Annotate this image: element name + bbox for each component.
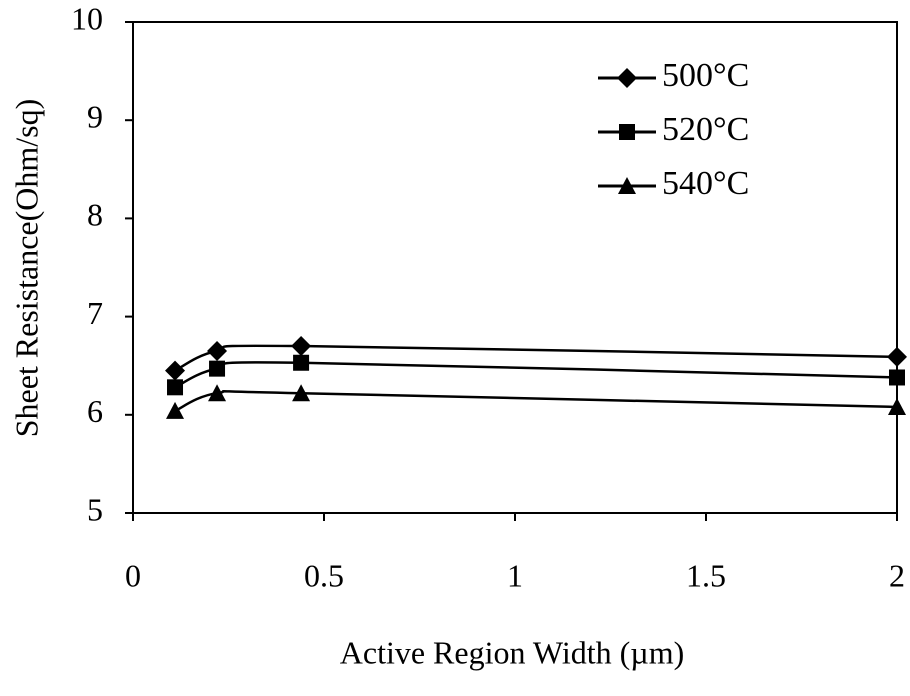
marker (165, 361, 185, 381)
x-axis-label: Active Region Width (µm) (340, 634, 685, 670)
y-tick-label: 7 (87, 295, 103, 331)
marker (293, 355, 309, 371)
marker (291, 336, 311, 356)
legend-text: 540°C (662, 165, 749, 202)
x-tick-label: 0 (125, 557, 141, 593)
marker (619, 124, 635, 140)
y-tick-label: 5 (87, 491, 103, 527)
marker (167, 379, 183, 395)
marker (887, 347, 907, 367)
plot-frame (133, 22, 897, 513)
marker (617, 68, 637, 88)
page: Active Region Width (µm) Sheet Resistanc… (0, 0, 910, 696)
series-line (175, 346, 897, 371)
x-tick-label: 0.5 (304, 557, 344, 593)
chart: Active Region Width (µm) Sheet Resistanc… (0, 0, 910, 696)
series-line (175, 362, 897, 387)
marker (889, 369, 905, 385)
y-tick-label: 9 (87, 99, 103, 135)
x-tick-label: 1 (507, 557, 523, 593)
y-tick-label: 8 (87, 197, 103, 233)
legend-text: 520°C (662, 111, 749, 148)
y-tick-label: 10 (71, 0, 103, 36)
marker (166, 402, 184, 419)
x-tick-label: 1.5 (686, 557, 726, 593)
x-tick-label: 2 (889, 557, 905, 593)
legend-text: 500°C (662, 57, 749, 94)
series-line (175, 391, 897, 411)
marker (207, 341, 227, 361)
y-tick-label: 6 (87, 393, 103, 429)
y-axis-label: Sheet Resistance(Ohm/sq) (8, 99, 44, 438)
marker (209, 361, 225, 377)
